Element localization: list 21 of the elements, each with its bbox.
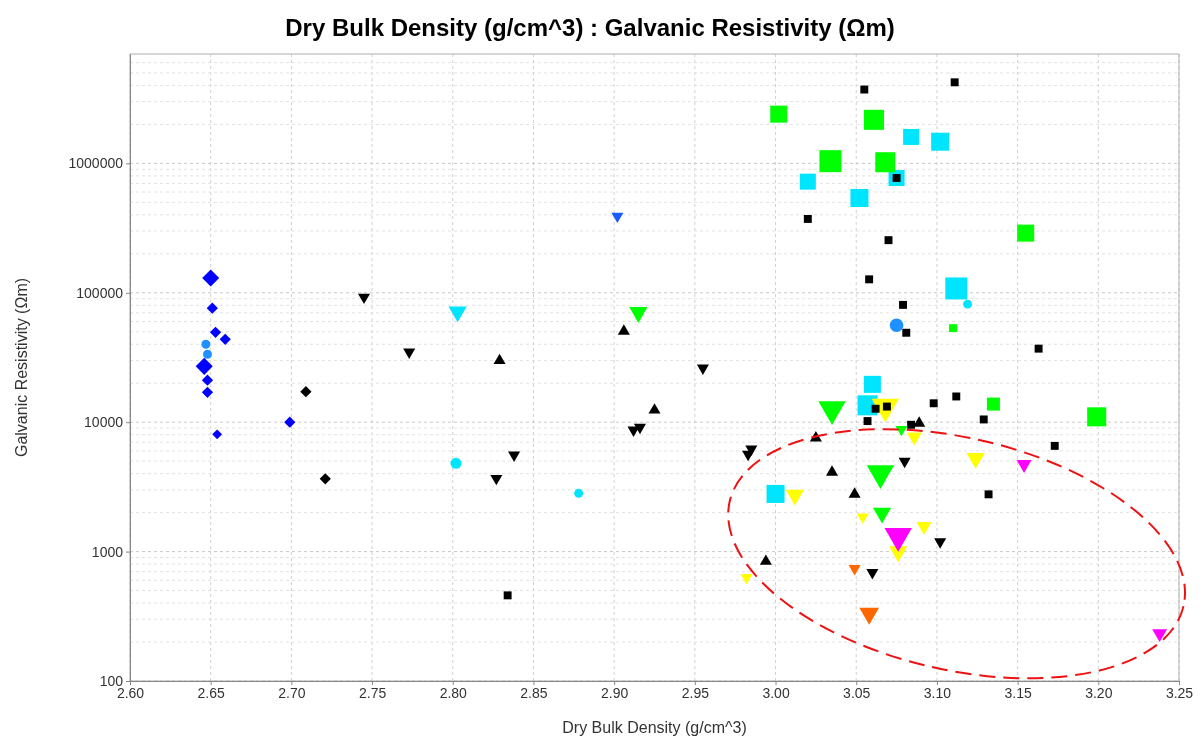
x-tick-label: 2.85 xyxy=(520,684,548,701)
x-tick-label: 2.95 xyxy=(681,684,710,701)
y-tick-label: 10000 xyxy=(84,414,124,431)
y-tick-label: 1000000 xyxy=(68,155,124,172)
chart-title: Dry Bulk Density (g/cm^3) : Galvanic Resistivity (Ωm) xyxy=(285,14,895,41)
y-tick-label: 100 xyxy=(99,672,124,689)
x-tick-label: 3.25 xyxy=(1165,684,1194,701)
x-tick-label: 2.65 xyxy=(197,684,226,701)
y-tick-label: 100000 xyxy=(76,284,124,301)
x-tick-label: 3.15 xyxy=(1004,684,1032,701)
x-tick-label: 3.00 xyxy=(762,684,790,701)
x-tick-label: 3.05 xyxy=(843,684,871,701)
y-axis-title: Galvanic Resistivity (Ωm) xyxy=(13,277,30,458)
x-tick-label: 2.80 xyxy=(439,684,468,701)
x-tick-label: 2.75 xyxy=(358,684,387,701)
x-tick-label: 3.10 xyxy=(923,684,952,701)
x-axis-title: Dry Bulk Density (g/cm^3) xyxy=(562,719,747,736)
x-tick-label: 2.70 xyxy=(278,684,306,701)
y-tick-label: 1000 xyxy=(91,543,124,560)
x-tick-label: 2.90 xyxy=(601,684,629,701)
x-tick-label: 3.20 xyxy=(1085,684,1113,701)
